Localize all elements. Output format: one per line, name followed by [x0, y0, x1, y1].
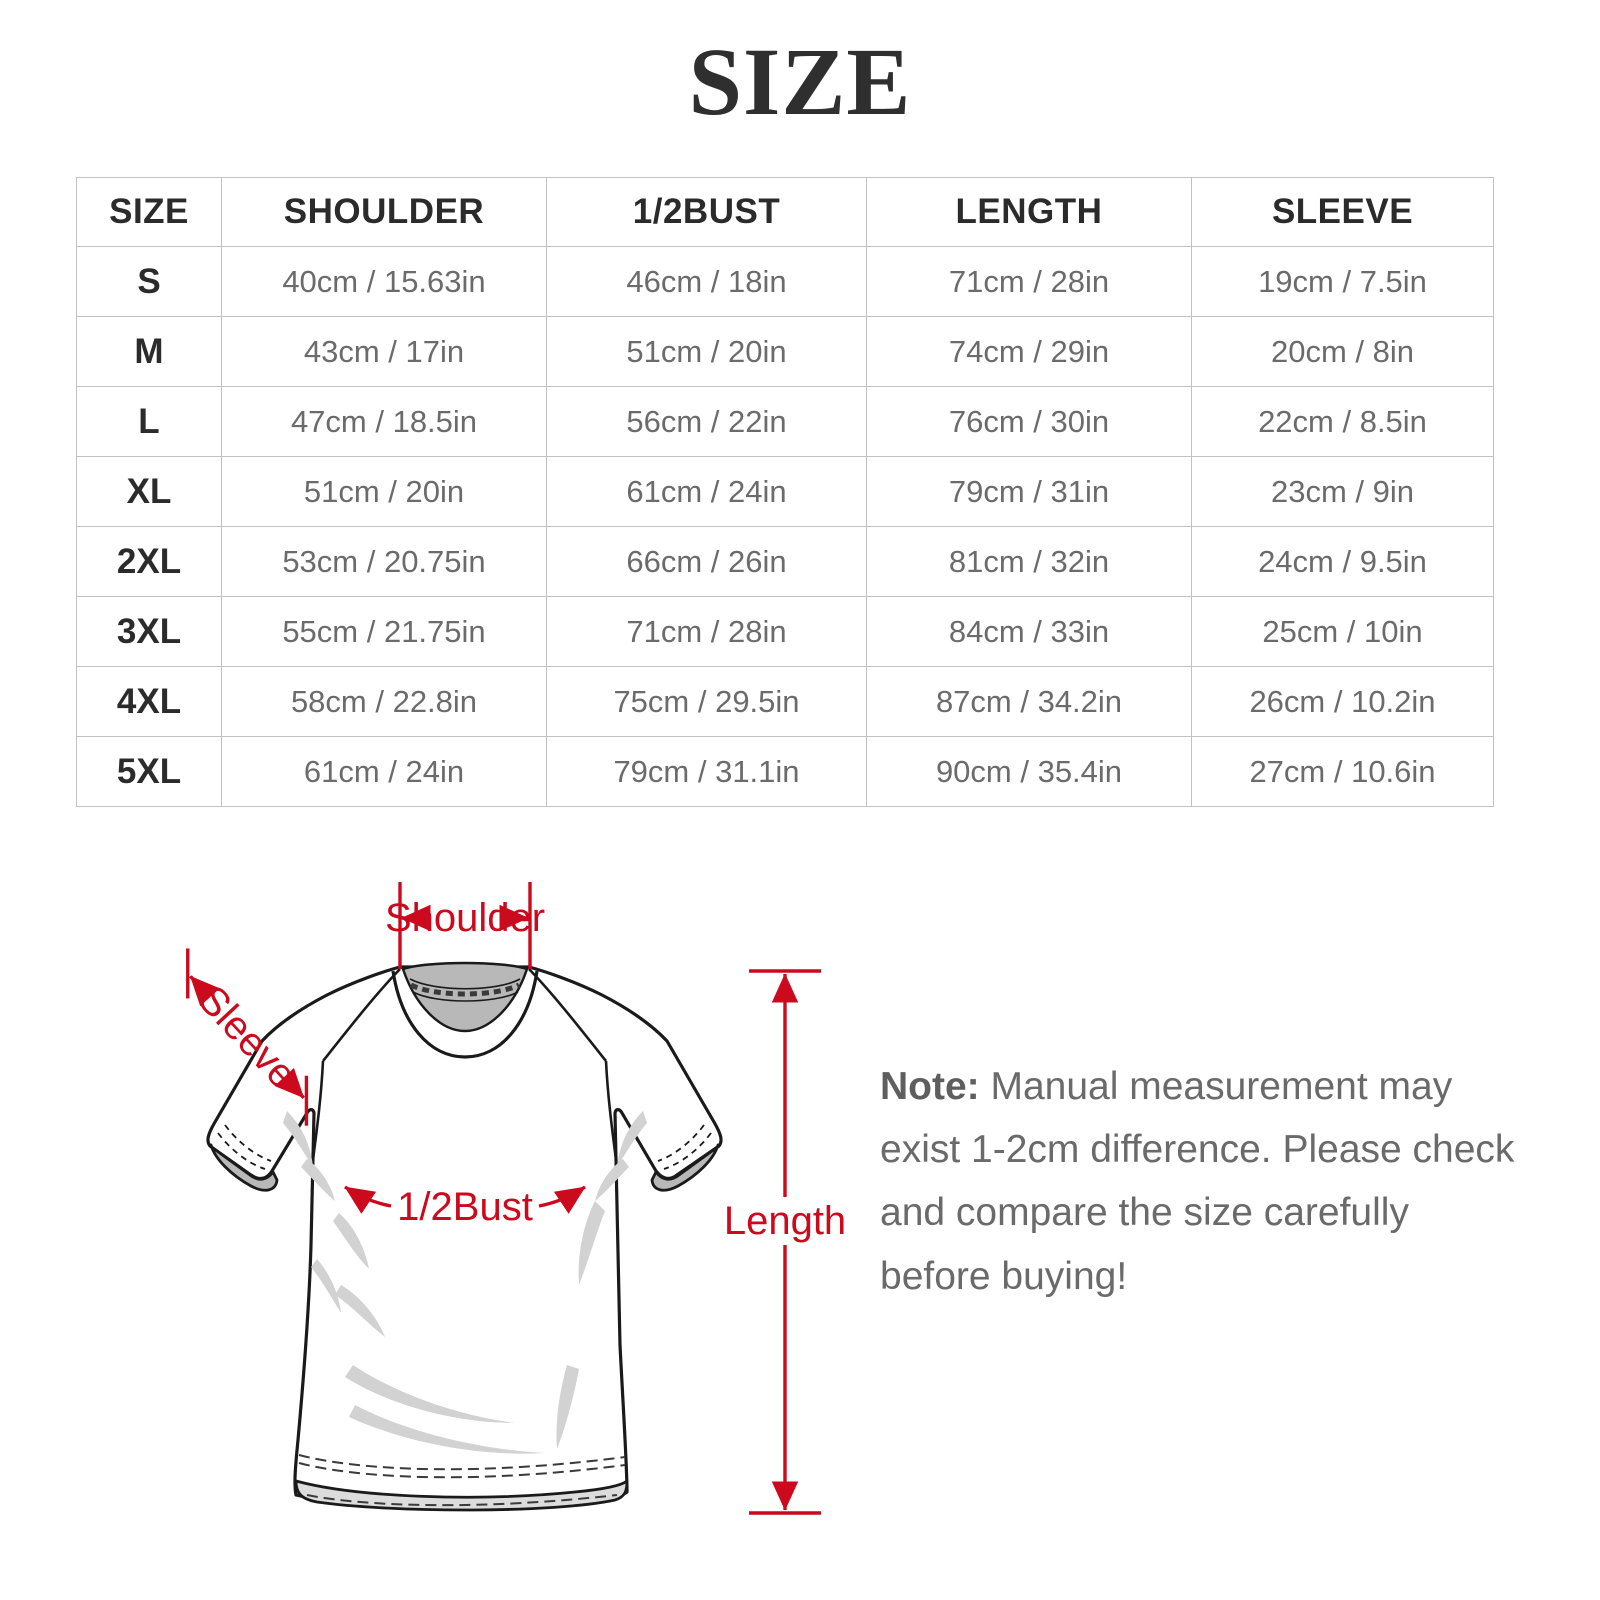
note-text: Manual measurement may exist 1-2cm diffe… [880, 1065, 1515, 1298]
size-chart-table: SIZE SHOULDER 1/2BUST LENGTH SLEEVE S 40… [76, 177, 1494, 807]
cell-bust: 56cm / 22in [546, 386, 867, 457]
table-row: L 47cm / 18.5in 56cm / 22in 76cm / 30in … [76, 386, 1494, 457]
cell-shoulder: 55cm / 21.75in [221, 596, 547, 667]
cell-size: S [76, 246, 222, 317]
bust-dimension: 1/2Bust [344, 1185, 586, 1229]
cell-bust: 51cm / 20in [546, 316, 867, 387]
table-row: 4XL 58cm / 22.8in 75cm / 29.5in 87cm / 3… [76, 666, 1494, 737]
cell-bust: 75cm / 29.5in [546, 666, 867, 737]
length-label: Length [724, 1199, 846, 1243]
cell-shoulder: 43cm / 17in [221, 316, 547, 387]
cell-size: XL [76, 456, 222, 527]
length-dimension: Length [724, 969, 846, 1515]
cell-shoulder: 61cm / 24in [221, 736, 547, 807]
cell-length: 90cm / 35.4in [866, 736, 1192, 807]
bust-arrow-left-segment [344, 1185, 392, 1214]
collar-inner [401, 961, 529, 1033]
sleeve-cuff-left [208, 1143, 279, 1192]
sleeve-cuff-stitch-left-b [224, 1124, 272, 1162]
table-row: S 40cm / 15.63in 46cm / 18in 71cm / 28in… [76, 246, 1494, 317]
sleeve-arrow-end-segment [274, 1067, 305, 1099]
cell-size: 5XL [76, 736, 222, 807]
cell-bust: 66cm / 26in [546, 526, 867, 597]
hem-stitch-a [298, 1462, 626, 1479]
cell-sleeve: 27cm / 10.6in [1191, 736, 1494, 807]
column-header-bust: 1/2BUST [546, 177, 867, 247]
cell-length: 84cm / 33in [866, 596, 1192, 667]
cell-bust: 61cm / 24in [546, 456, 867, 527]
size-table-container: SIZE SHOULDER 1/2BUST LENGTH SLEEVE S 40… [76, 177, 1494, 807]
cell-size: 3XL [76, 596, 222, 667]
cell-sleeve: 20cm / 8in [1191, 316, 1494, 387]
cell-length: 87cm / 34.2in [866, 666, 1192, 737]
hem-stitch-b [298, 1454, 626, 1471]
cell-bust: 71cm / 28in [546, 596, 867, 667]
cell-length: 79cm / 31in [866, 456, 1192, 527]
bust-label: 1/2Bust [397, 1185, 533, 1229]
cell-sleeve: 22cm / 8.5in [1191, 386, 1494, 457]
cell-bust: 46cm / 18in [546, 246, 867, 317]
sleeve-cuff-stitch-right-a [663, 1132, 712, 1170]
cell-length: 81cm / 32in [866, 526, 1192, 597]
table-header-row: SIZE SHOULDER 1/2BUST LENGTH SLEEVE [76, 177, 1494, 247]
table-row: XL 51cm / 20in 61cm / 24in 79cm / 31in 2… [76, 456, 1494, 527]
note-label: Note: [880, 1065, 980, 1108]
cell-shoulder: 47cm / 18.5in [221, 386, 547, 457]
collar-ribbing [391, 970, 539, 1059]
sleeve-cuff-stitch-left-a [217, 1132, 266, 1170]
cell-sleeve: 19cm / 7.5in [1191, 246, 1494, 317]
cell-length: 76cm / 30in [866, 386, 1192, 457]
column-header-length: LENGTH [866, 177, 1192, 247]
cell-size: 2XL [76, 526, 222, 597]
page-title: SIZE [688, 28, 912, 135]
column-header-shoulder: SHOULDER [221, 177, 547, 247]
cell-size: L [76, 386, 222, 457]
cell-shoulder: 40cm / 15.63in [221, 246, 547, 317]
tshirt-measurement-diagram: Shoulder Sleeve 1/2Bust Length [55, 845, 915, 1585]
tshirt-illustration [206, 961, 723, 1512]
collar-seam-tape-2 [409, 978, 521, 990]
cell-size: 4XL [76, 666, 222, 737]
cell-shoulder: 51cm / 20in [221, 456, 547, 527]
column-header-size: SIZE [76, 177, 222, 247]
shoulder-seam-left [321, 968, 401, 1062]
bust-arrow-right-segment [538, 1185, 586, 1214]
cell-sleeve: 23cm / 9in [1191, 456, 1494, 527]
table-row: 3XL 55cm / 21.75in 71cm / 28in 84cm / 33… [76, 596, 1494, 667]
sleeve-cuff-stitch-right-b [657, 1124, 705, 1162]
cell-sleeve: 25cm / 10in [1191, 596, 1494, 667]
collar-seam-tape [409, 982, 521, 997]
cell-shoulder: 58cm / 22.8in [221, 666, 547, 737]
sleeve-cuff-right [650, 1143, 721, 1192]
collar-seam-tape-3 [412, 991, 519, 1002]
table-row: 2XL 53cm / 20.75in 66cm / 26in 81cm / 32… [76, 526, 1494, 597]
shoulder-label: Shoulder [385, 896, 545, 940]
table-row: 5XL 61cm / 24in 79cm / 31.1in 90cm / 35.… [76, 736, 1494, 807]
cell-length: 74cm / 29in [866, 316, 1192, 387]
shoulder-seam-right [528, 968, 608, 1062]
cell-shoulder: 53cm / 20.75in [221, 526, 547, 597]
cell-length: 71cm / 28in [866, 246, 1192, 317]
cell-sleeve: 26cm / 10.2in [1191, 666, 1494, 737]
note-block: Note: Manual measurement may exist 1-2cm… [880, 1055, 1520, 1308]
cell-bust: 79cm / 31.1in [546, 736, 867, 807]
hem-stitch-c [306, 1494, 618, 1507]
cell-sleeve: 24cm / 9.5in [1191, 526, 1494, 597]
column-header-sleeve: SLEEVE [1191, 177, 1494, 247]
cell-size: M [76, 316, 222, 387]
fabric-fold-shadows [283, 1111, 647, 1454]
table-row: M 43cm / 17in 51cm / 20in 74cm / 29in 20… [76, 316, 1494, 387]
shoulder-dimension: Shoulder [385, 882, 545, 969]
sleeve-arrow-start-segment [189, 975, 220, 1007]
